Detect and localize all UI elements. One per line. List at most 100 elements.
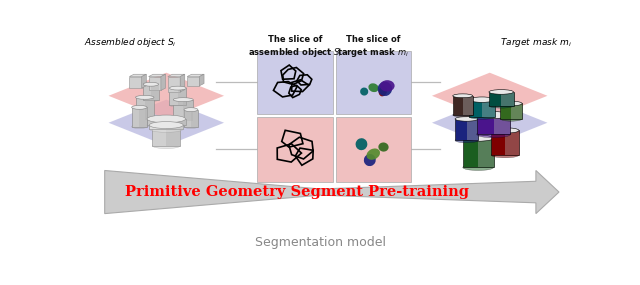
Ellipse shape bbox=[143, 82, 159, 86]
Ellipse shape bbox=[379, 86, 387, 96]
Bar bbox=[501, 92, 513, 106]
Ellipse shape bbox=[136, 119, 154, 122]
Bar bbox=[463, 138, 493, 167]
Bar bbox=[336, 51, 411, 113]
Ellipse shape bbox=[173, 119, 193, 123]
Ellipse shape bbox=[369, 83, 379, 92]
Ellipse shape bbox=[378, 142, 388, 152]
Ellipse shape bbox=[455, 117, 478, 121]
Ellipse shape bbox=[492, 128, 519, 133]
Bar bbox=[151, 84, 159, 100]
Polygon shape bbox=[161, 74, 166, 90]
Bar bbox=[500, 103, 522, 119]
Bar bbox=[136, 97, 154, 121]
Ellipse shape bbox=[477, 131, 511, 138]
Text: Assembled object $S_i$: Assembled object $S_i$ bbox=[84, 36, 177, 49]
Ellipse shape bbox=[463, 135, 493, 141]
Bar bbox=[129, 77, 141, 88]
Bar bbox=[452, 96, 473, 115]
Ellipse shape bbox=[469, 114, 495, 119]
Bar bbox=[257, 117, 333, 182]
Ellipse shape bbox=[149, 125, 183, 132]
Polygon shape bbox=[432, 100, 547, 146]
Bar bbox=[455, 119, 478, 141]
Ellipse shape bbox=[152, 143, 180, 148]
Ellipse shape bbox=[452, 94, 473, 98]
Text: Segmentation model: Segmentation model bbox=[255, 236, 386, 249]
Bar bbox=[145, 97, 154, 121]
Ellipse shape bbox=[360, 87, 368, 95]
Bar bbox=[187, 77, 200, 86]
Ellipse shape bbox=[356, 138, 367, 150]
Ellipse shape bbox=[147, 121, 186, 129]
Bar bbox=[336, 117, 411, 182]
Bar bbox=[149, 125, 183, 129]
Ellipse shape bbox=[136, 95, 154, 99]
Ellipse shape bbox=[173, 98, 193, 101]
Bar bbox=[143, 84, 159, 100]
Bar bbox=[166, 119, 180, 146]
Ellipse shape bbox=[132, 105, 147, 109]
Bar bbox=[511, 103, 522, 119]
Bar bbox=[467, 119, 478, 141]
Bar bbox=[132, 107, 147, 127]
Bar bbox=[168, 77, 180, 92]
Bar bbox=[170, 88, 186, 105]
Bar bbox=[140, 107, 147, 127]
Bar bbox=[178, 88, 186, 105]
Polygon shape bbox=[109, 73, 224, 119]
Ellipse shape bbox=[489, 90, 513, 94]
Bar bbox=[469, 100, 495, 117]
Bar bbox=[478, 138, 493, 167]
Bar bbox=[463, 96, 473, 115]
Ellipse shape bbox=[378, 82, 392, 96]
Ellipse shape bbox=[452, 113, 473, 117]
Ellipse shape bbox=[367, 148, 380, 160]
Bar bbox=[184, 110, 198, 127]
Polygon shape bbox=[148, 74, 166, 77]
Ellipse shape bbox=[184, 108, 198, 112]
Polygon shape bbox=[168, 74, 185, 77]
Bar bbox=[166, 125, 183, 129]
Bar bbox=[477, 115, 511, 134]
Ellipse shape bbox=[492, 152, 519, 158]
Polygon shape bbox=[432, 73, 547, 119]
Ellipse shape bbox=[489, 103, 513, 108]
Text: Target mask $m_i$: Target mask $m_i$ bbox=[500, 36, 572, 49]
Bar bbox=[183, 100, 193, 121]
Bar bbox=[148, 77, 161, 90]
Bar bbox=[492, 131, 519, 155]
Bar bbox=[257, 51, 333, 113]
Ellipse shape bbox=[500, 117, 522, 121]
Polygon shape bbox=[187, 74, 204, 77]
Polygon shape bbox=[200, 74, 204, 86]
Ellipse shape bbox=[170, 86, 186, 90]
Polygon shape bbox=[141, 74, 147, 88]
Ellipse shape bbox=[469, 97, 495, 102]
Ellipse shape bbox=[364, 154, 376, 166]
Bar bbox=[191, 110, 198, 127]
Ellipse shape bbox=[463, 164, 493, 170]
Text: The slice of
assembled object $S_i$: The slice of assembled object $S_i$ bbox=[248, 35, 342, 59]
Ellipse shape bbox=[455, 138, 478, 143]
Polygon shape bbox=[105, 170, 559, 214]
Bar bbox=[482, 100, 495, 117]
Bar bbox=[173, 100, 193, 121]
Bar bbox=[505, 131, 519, 155]
Bar bbox=[493, 115, 511, 134]
Bar bbox=[152, 119, 180, 146]
Ellipse shape bbox=[500, 101, 522, 106]
Ellipse shape bbox=[132, 125, 147, 129]
Text: Primitive Geometry Segment Pre-training: Primitive Geometry Segment Pre-training bbox=[125, 185, 469, 199]
Text: The slice of
target mask $m_i$: The slice of target mask $m_i$ bbox=[337, 35, 410, 59]
Polygon shape bbox=[109, 100, 224, 146]
Bar bbox=[166, 119, 186, 125]
Ellipse shape bbox=[184, 125, 198, 129]
Bar bbox=[147, 119, 186, 125]
Ellipse shape bbox=[143, 98, 159, 101]
Polygon shape bbox=[180, 74, 185, 92]
Ellipse shape bbox=[477, 112, 511, 119]
Polygon shape bbox=[129, 74, 147, 77]
Bar bbox=[489, 92, 513, 106]
Ellipse shape bbox=[147, 115, 186, 123]
